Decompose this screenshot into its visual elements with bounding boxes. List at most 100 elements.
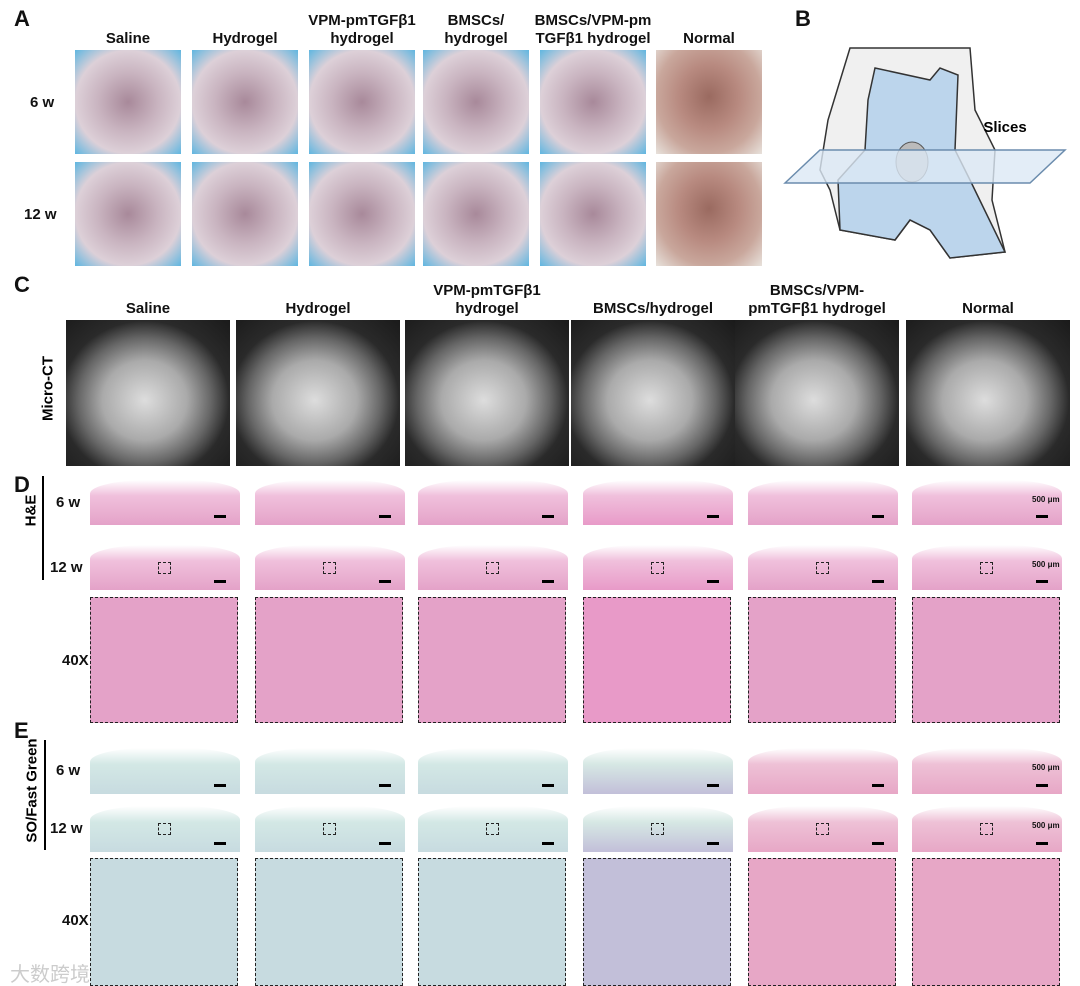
scale-bar: [379, 580, 391, 583]
scale-bar: [1036, 784, 1048, 787]
zoom-box: [651, 561, 664, 574]
micro-ct-image: [405, 320, 569, 466]
photo: [540, 162, 646, 266]
scale-bar: [872, 580, 884, 583]
photo: [423, 50, 529, 154]
scale-bar: [214, 515, 226, 518]
scale-bar: [707, 784, 719, 787]
scale-bar-label: 500 μm: [1032, 494, 1060, 504]
header-line: BMSCs/: [447, 12, 505, 29]
header-line: pmTGFβ1 hydrogel: [748, 300, 886, 317]
section-image: [255, 748, 405, 794]
zoom-box: [158, 561, 171, 574]
magnified-image: [748, 858, 896, 986]
scale-bar: [707, 580, 719, 583]
panel-label: D: [14, 472, 30, 497]
scale-bar: [542, 842, 554, 845]
row-label: 12 w: [50, 558, 83, 576]
panel-label: A: [14, 6, 30, 31]
header-line: VPM-pmTGFβ1: [308, 12, 416, 29]
scale-bar: [214, 580, 226, 583]
photo: [423, 162, 529, 266]
header-line: Normal: [962, 300, 1014, 317]
scale-bar-label: 500 μm: [1032, 821, 1060, 830]
magnified-image: [748, 597, 896, 723]
micro-ct-image: [735, 320, 899, 466]
zoom-box: [816, 561, 829, 574]
photo: [192, 50, 298, 154]
header-line: TGFβ1 hydrogel: [535, 30, 651, 47]
photo: [75, 50, 181, 154]
zoom-box: [486, 823, 499, 835]
scale-bar: [707, 842, 719, 845]
photo: [75, 162, 181, 266]
photo: [192, 162, 298, 266]
header-line: hydrogel: [455, 300, 519, 317]
photo: [656, 162, 762, 266]
micro-ct-image: [571, 320, 735, 466]
panel-label: C: [14, 272, 30, 297]
header-line: BMSCs/VPM-pm: [534, 12, 652, 29]
section-image: [418, 748, 568, 794]
scale-bar: [214, 784, 226, 787]
header-line: Hydrogel: [285, 300, 351, 317]
column-header: Saline: [53, 30, 203, 48]
scale-bar: [1036, 515, 1048, 518]
column-header: Normal: [898, 300, 1078, 318]
column-header: BMSCs/VPM-pmTGFβ1 hydrogel: [727, 282, 907, 318]
zoom-box: [651, 823, 664, 835]
zoom-box: [816, 823, 829, 835]
scale-bar: [379, 515, 391, 518]
photo: [540, 50, 646, 154]
photo: [309, 162, 415, 266]
section-image: [255, 480, 405, 525]
bracket-line: [44, 740, 46, 850]
header-line: Hydrogel: [212, 30, 278, 47]
magnified-image: [418, 858, 566, 986]
stain-label: SO/Fast Green: [23, 738, 41, 843]
row-label: 6 w: [30, 94, 55, 111]
column-header: Hydrogel: [170, 30, 320, 48]
section-image: [748, 480, 898, 525]
scale-bar: [872, 515, 884, 518]
header-line: Saline: [125, 300, 171, 317]
micro-ct-image: [236, 320, 400, 466]
column-header: Normal: [634, 30, 784, 48]
magnification-label: 40X: [62, 652, 89, 669]
column-header: Hydrogel: [228, 300, 408, 318]
panel-label: E: [14, 718, 29, 743]
modality-label: Micro-CT: [39, 356, 57, 421]
row-label: 6 w: [56, 762, 81, 779]
section-image: [748, 748, 898, 794]
zoom-box: [323, 823, 336, 835]
section-image: [418, 480, 568, 525]
photo: [309, 50, 415, 154]
row-label: 6 w: [56, 493, 81, 511]
scale-bar: [707, 515, 719, 518]
scale-bar: [872, 784, 884, 787]
femur-diagram: Slices: [783, 47, 1067, 259]
column-header: BMSCs/hydrogel: [563, 300, 743, 318]
magnified-image: [255, 597, 403, 723]
magnified-image: [912, 597, 1060, 723]
row-label: 12 w: [24, 206, 57, 223]
zoom-box: [486, 561, 499, 574]
zoom-box: [323, 561, 336, 574]
column-header: VPM-pmTGFβ1 hydrogel: [287, 12, 437, 48]
row-label: 12 w: [50, 820, 83, 837]
magnified-image: [90, 858, 238, 986]
scale-bar: [214, 842, 226, 845]
magnification-label: 40X: [62, 912, 89, 929]
magnified-image: [255, 858, 403, 986]
watermark: 大数跨境: [10, 964, 90, 986]
section-image: [90, 480, 240, 525]
scale-bar-label: 500 μm: [1032, 763, 1060, 772]
scale-bar-label: 500 μm: [1032, 559, 1060, 569]
zoom-box: [980, 823, 993, 835]
scale-bar: [542, 784, 554, 787]
bracket-line: [42, 476, 44, 580]
scale-bar: [1036, 580, 1048, 583]
scale-bar: [379, 784, 391, 787]
